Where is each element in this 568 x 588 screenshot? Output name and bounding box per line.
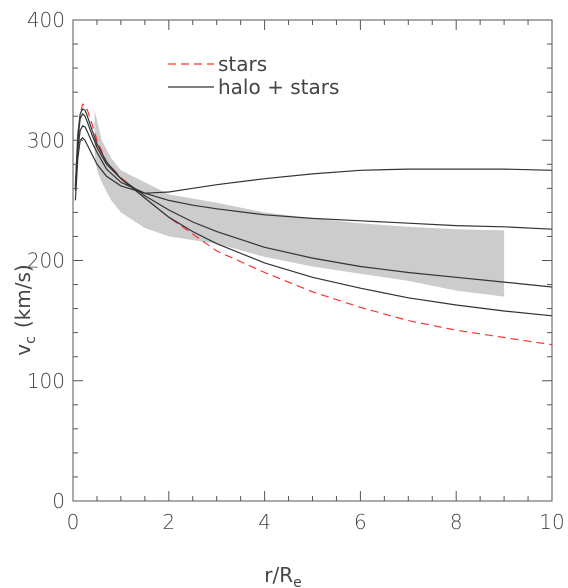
x-tick-label: 10 xyxy=(539,510,564,534)
x-tick-label: 0 xyxy=(67,510,80,534)
series-halo-stars-line-4 xyxy=(74,108,553,317)
y-tick-label: 100 xyxy=(27,369,65,393)
y-axis-label-main: v xyxy=(11,344,35,356)
y-tick-label: 300 xyxy=(27,128,65,152)
y-tick-label: 0 xyxy=(52,489,65,513)
series-halo-stars-line-3 xyxy=(74,112,553,288)
y-tick-label: 200 xyxy=(27,249,65,273)
y-tick-label: 400 xyxy=(27,8,65,32)
legend: stars halo + stars xyxy=(168,52,339,99)
x-tick-label: 2 xyxy=(162,510,175,534)
x-tick-label: 6 xyxy=(354,510,367,534)
legend-label-halo-stars: halo + stars xyxy=(218,75,339,99)
y-axis-label: vc (km/s) xyxy=(11,264,39,355)
x-axis-label: r/Re xyxy=(264,563,301,588)
x-axis-label-subscript: e xyxy=(293,575,302,588)
tick-layer xyxy=(72,19,553,502)
x-tick-label: 4 xyxy=(258,510,271,534)
legend-label-stars: stars xyxy=(218,52,267,76)
scatter-band xyxy=(94,110,505,297)
scatter-band-layer xyxy=(94,110,505,297)
x-tick-label: 8 xyxy=(450,510,463,534)
y-axis-label-subscript: c xyxy=(23,336,39,344)
series-layer xyxy=(74,103,553,346)
series-halo-stars-line-2 xyxy=(74,124,553,230)
y-axis-label-unit: (km/s) xyxy=(11,264,35,328)
x-axis-label-main: r/R xyxy=(264,563,293,587)
